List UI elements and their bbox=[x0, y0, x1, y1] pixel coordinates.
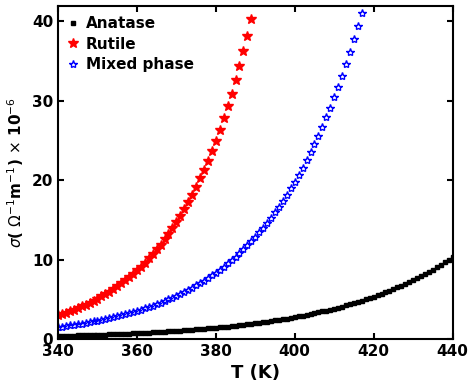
Line: Mixed phase: Mixed phase bbox=[54, 0, 456, 331]
Anatase bbox=[351, 301, 357, 305]
Mixed phase bbox=[237, 251, 242, 255]
Legend: Anatase, Rutile, Mixed phase: Anatase, Rutile, Mixed phase bbox=[66, 13, 197, 75]
Rutile bbox=[154, 247, 160, 252]
Anatase bbox=[331, 306, 337, 311]
Anatase bbox=[237, 323, 242, 327]
Anatase bbox=[292, 315, 298, 319]
Mixed phase bbox=[331, 95, 337, 100]
Anatase bbox=[154, 330, 160, 334]
Anatase bbox=[450, 255, 456, 260]
Anatase bbox=[55, 334, 61, 338]
Rutile bbox=[237, 64, 242, 69]
Anatase bbox=[83, 333, 89, 338]
Line: Rutile: Rutile bbox=[53, 0, 457, 320]
Mixed phase bbox=[351, 37, 357, 42]
Mixed phase bbox=[83, 320, 89, 325]
Y-axis label: $\sigma$( $\Omega^{-1}$m$^{-1}$) $\times$ 10$^{-6}$: $\sigma$( $\Omega^{-1}$m$^{-1}$) $\times… bbox=[6, 97, 26, 248]
Line: Anatase: Anatase bbox=[55, 255, 455, 338]
Rutile bbox=[83, 302, 89, 307]
Mixed phase bbox=[292, 180, 298, 184]
Mixed phase bbox=[154, 302, 160, 307]
X-axis label: T (K): T (K) bbox=[231, 364, 280, 383]
Mixed phase bbox=[55, 325, 61, 329]
Rutile bbox=[55, 313, 61, 317]
